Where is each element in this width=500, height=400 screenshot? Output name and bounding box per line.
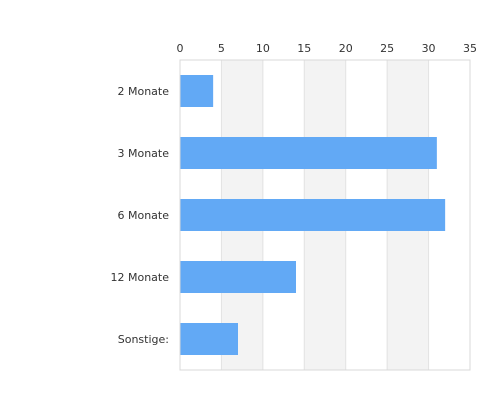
x-tick-label: 0 [177,42,184,55]
x-axis-tick-labels: 0 5 10 15 20 25 30 35 [177,42,478,55]
x-tick-label: 15 [297,42,311,55]
x-tick-label: 5 [218,42,225,55]
bar [180,261,296,293]
bars [180,75,446,355]
category-label: Sonstige: [118,333,169,346]
plot-border [179,59,471,371]
x-tick-label: 30 [422,42,436,55]
x-tick-label: 35 [463,42,477,55]
category-labels: 2 Monate 3 Monate 6 Monate 12 Monate Sonstig… [110,85,169,346]
bar [180,137,437,169]
x-tick-label: 25 [380,42,394,55]
x-tick-label: 20 [339,42,353,55]
x-tick-label: 10 [256,42,270,55]
bar [180,323,238,355]
category-label: 6 Monate [117,209,169,222]
category-label: 2 Monate [117,85,169,98]
category-label: 12 Monate [110,271,169,284]
bar [180,199,446,231]
bar [180,75,214,107]
category-label: 3 Monate [117,147,169,160]
